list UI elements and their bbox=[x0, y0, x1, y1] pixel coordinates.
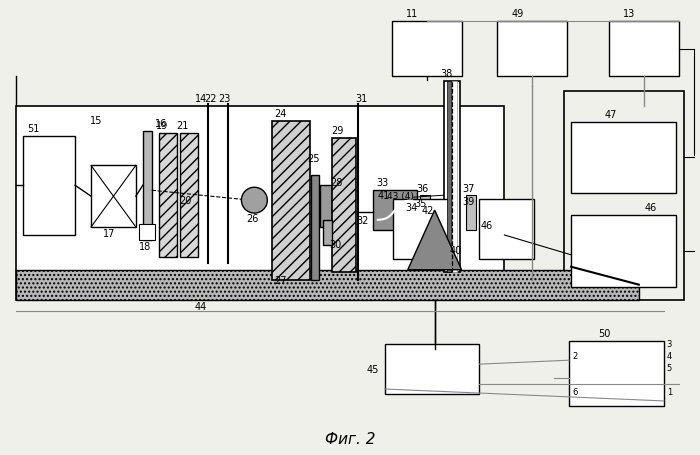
Circle shape bbox=[241, 188, 267, 213]
Text: 30: 30 bbox=[329, 239, 341, 249]
Polygon shape bbox=[408, 211, 461, 270]
Bar bbox=[393, 200, 447, 259]
Text: 20: 20 bbox=[179, 196, 192, 206]
Text: 35: 35 bbox=[414, 199, 427, 209]
Text: 13: 13 bbox=[623, 9, 635, 19]
Text: 23: 23 bbox=[218, 94, 231, 104]
Bar bbox=[373, 191, 416, 231]
Text: 11: 11 bbox=[405, 9, 418, 19]
Text: 29: 29 bbox=[331, 125, 343, 135]
Bar bbox=[564, 91, 684, 300]
Bar bbox=[420, 196, 430, 231]
Text: 21: 21 bbox=[176, 120, 189, 130]
Bar bbox=[571, 122, 676, 194]
Text: 18: 18 bbox=[139, 241, 151, 251]
Bar bbox=[569, 342, 664, 406]
Text: 40: 40 bbox=[449, 245, 462, 255]
Text: 33: 33 bbox=[377, 178, 389, 188]
Bar bbox=[23, 136, 75, 235]
Text: 28: 28 bbox=[330, 178, 342, 188]
Text: 14: 14 bbox=[195, 94, 206, 104]
Text: 42: 42 bbox=[421, 206, 434, 216]
Text: 22: 22 bbox=[204, 94, 217, 104]
Bar bbox=[447, 82, 451, 272]
Text: 37: 37 bbox=[462, 184, 475, 194]
Bar bbox=[332, 138, 356, 272]
Text: 6: 6 bbox=[572, 387, 578, 396]
Bar bbox=[498, 22, 567, 77]
Text: 46: 46 bbox=[480, 221, 493, 231]
Text: 45: 45 bbox=[367, 364, 379, 374]
Bar bbox=[312, 176, 319, 280]
Text: 41: 41 bbox=[378, 191, 390, 201]
Bar bbox=[466, 196, 475, 231]
Text: 1: 1 bbox=[666, 387, 672, 396]
Text: 36: 36 bbox=[416, 184, 429, 194]
Bar bbox=[139, 224, 155, 240]
Text: 16: 16 bbox=[155, 118, 167, 128]
Text: 24: 24 bbox=[274, 108, 286, 118]
Text: 43 (4): 43 (4) bbox=[387, 192, 414, 201]
Text: 25: 25 bbox=[307, 154, 319, 164]
Text: Фиг. 2: Фиг. 2 bbox=[325, 431, 375, 446]
Text: 4: 4 bbox=[666, 351, 672, 360]
Bar bbox=[609, 22, 679, 77]
Text: 5: 5 bbox=[666, 363, 672, 372]
Bar bbox=[16, 106, 505, 300]
Text: 19: 19 bbox=[155, 120, 168, 130]
Text: 26: 26 bbox=[246, 213, 258, 223]
Text: 38: 38 bbox=[440, 69, 453, 79]
Bar bbox=[159, 133, 176, 257]
Text: 47: 47 bbox=[605, 109, 617, 119]
Text: 2: 2 bbox=[572, 351, 578, 360]
Text: 49: 49 bbox=[511, 9, 524, 19]
Bar bbox=[452, 82, 456, 272]
Bar bbox=[180, 133, 197, 257]
Text: 32: 32 bbox=[357, 216, 369, 226]
Text: 46: 46 bbox=[645, 202, 657, 212]
Text: 3: 3 bbox=[666, 339, 672, 349]
Bar bbox=[320, 186, 332, 228]
Text: 27: 27 bbox=[274, 275, 286, 285]
Text: 31: 31 bbox=[355, 94, 367, 104]
Text: 39: 39 bbox=[463, 197, 475, 207]
Text: 50: 50 bbox=[598, 329, 610, 339]
Bar bbox=[571, 216, 676, 287]
Bar bbox=[272, 121, 310, 280]
Text: 51: 51 bbox=[27, 123, 39, 133]
Bar bbox=[444, 82, 460, 272]
Text: 17: 17 bbox=[103, 228, 115, 238]
Bar bbox=[392, 22, 461, 77]
Bar bbox=[323, 221, 332, 245]
Bar bbox=[16, 270, 639, 300]
Bar bbox=[91, 166, 136, 228]
Bar bbox=[480, 200, 534, 259]
Text: 34: 34 bbox=[405, 202, 418, 212]
Bar bbox=[385, 344, 480, 394]
Text: 44: 44 bbox=[195, 302, 206, 312]
Bar bbox=[143, 131, 152, 240]
Text: 15: 15 bbox=[90, 116, 102, 125]
